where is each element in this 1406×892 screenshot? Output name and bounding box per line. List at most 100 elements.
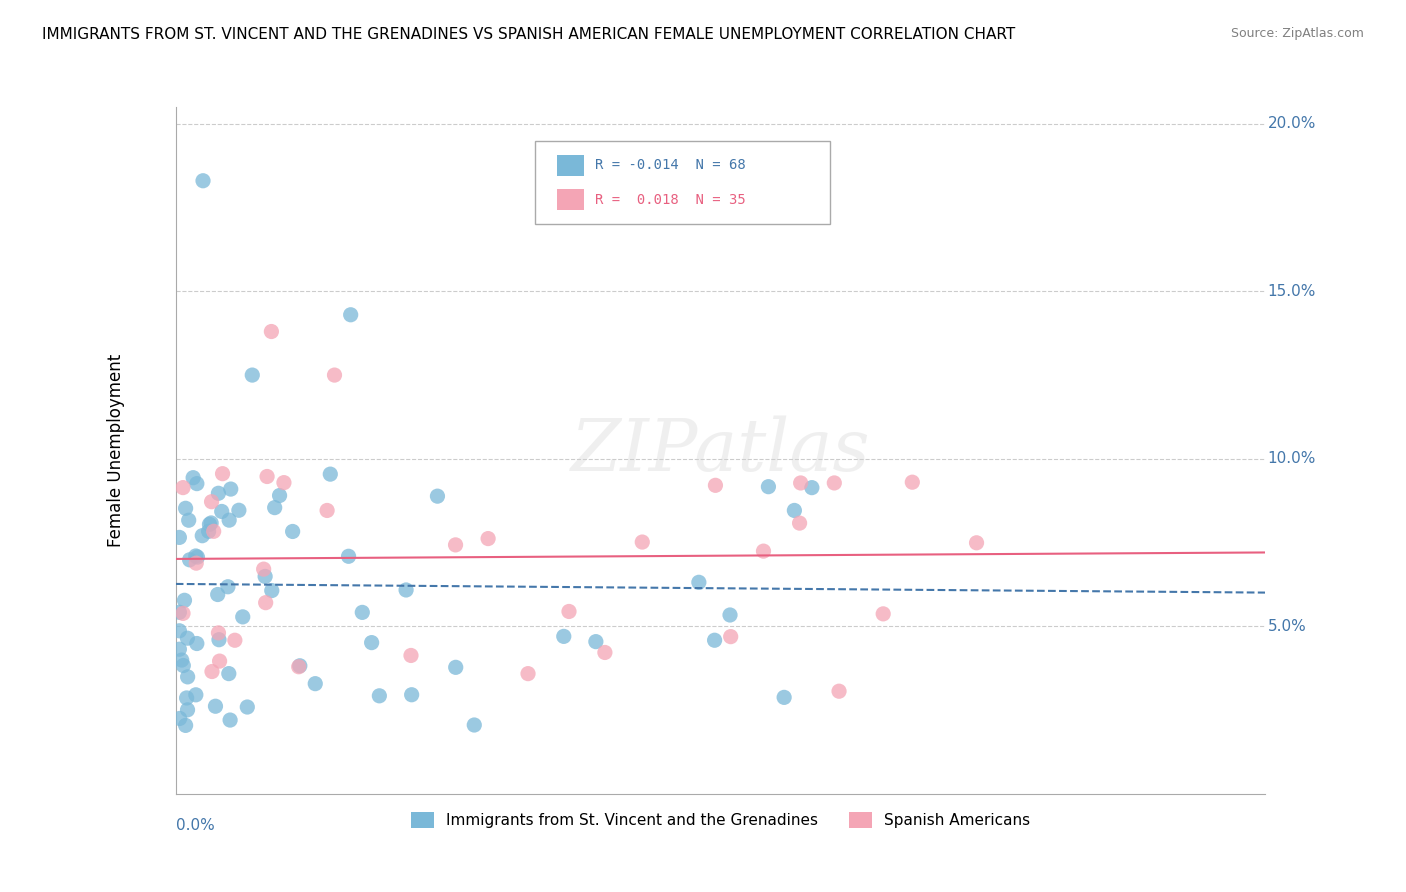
Point <box>191 174 214 188</box>
Point <box>232 610 254 624</box>
Point <box>217 580 239 594</box>
Point <box>273 475 295 490</box>
Point <box>200 494 222 508</box>
Point <box>186 476 208 491</box>
Point <box>202 524 225 539</box>
Point <box>352 606 374 620</box>
Point <box>304 676 326 690</box>
Point <box>181 471 204 485</box>
FancyBboxPatch shape <box>536 141 830 224</box>
Point <box>224 633 246 648</box>
Point <box>399 648 422 663</box>
Point <box>263 500 285 515</box>
Point <box>169 530 191 544</box>
Point <box>269 489 291 503</box>
Point <box>211 504 233 518</box>
Point <box>184 549 207 563</box>
Text: 0.0%: 0.0% <box>176 818 215 833</box>
Point <box>337 549 360 564</box>
Point <box>758 480 780 494</box>
Point <box>901 475 924 490</box>
Point <box>789 475 811 490</box>
Point <box>179 553 201 567</box>
Point <box>288 658 311 673</box>
Point <box>218 666 240 681</box>
Point <box>704 478 727 492</box>
Point <box>173 593 195 607</box>
Point <box>208 654 231 668</box>
Point <box>176 670 198 684</box>
Point <box>172 481 194 495</box>
Point <box>558 605 581 619</box>
Point <box>966 536 988 550</box>
Point <box>219 482 242 496</box>
Point <box>236 700 259 714</box>
Bar <box>557 189 585 211</box>
Point <box>207 587 229 601</box>
Point <box>463 718 485 732</box>
Point <box>720 630 742 644</box>
Text: 20.0%: 20.0% <box>1268 116 1316 131</box>
Point <box>174 718 197 732</box>
Text: Source: ZipAtlas.com: Source: ZipAtlas.com <box>1230 27 1364 40</box>
Point <box>287 659 309 673</box>
Point <box>186 550 208 565</box>
Point <box>828 684 851 698</box>
Point <box>176 703 198 717</box>
Text: 15.0%: 15.0% <box>1268 284 1316 299</box>
Point <box>172 658 194 673</box>
Point <box>228 503 250 517</box>
Point <box>256 469 278 483</box>
Point <box>254 596 277 610</box>
Point <box>204 699 226 714</box>
Point <box>444 660 467 674</box>
Point <box>260 583 283 598</box>
Point <box>253 562 276 576</box>
Point <box>339 308 361 322</box>
Text: ZIPatlas: ZIPatlas <box>571 415 870 486</box>
Point <box>401 688 423 702</box>
Point <box>207 486 229 500</box>
Point <box>631 535 654 549</box>
Text: 10.0%: 10.0% <box>1268 451 1316 467</box>
Point <box>553 629 575 643</box>
Point <box>240 368 263 382</box>
Point <box>368 689 391 703</box>
Point <box>169 642 191 657</box>
Point <box>211 467 233 481</box>
Point <box>316 503 339 517</box>
Point <box>319 467 342 482</box>
Point <box>197 524 219 539</box>
Bar <box>557 155 585 176</box>
Point <box>823 475 845 490</box>
Point <box>783 503 806 517</box>
Point <box>517 666 540 681</box>
Point <box>208 632 231 647</box>
Point <box>718 607 741 622</box>
Point <box>254 569 277 583</box>
Point <box>281 524 304 539</box>
Point <box>186 556 208 570</box>
Point <box>444 538 467 552</box>
Point <box>360 635 382 649</box>
Point <box>688 575 710 590</box>
Point <box>184 688 207 702</box>
Point <box>260 325 283 339</box>
Point <box>207 625 229 640</box>
Text: IMMIGRANTS FROM ST. VINCENT AND THE GRENADINES VS SPANISH AMERICAN FEMALE UNEMPL: IMMIGRANTS FROM ST. VINCENT AND THE GREN… <box>42 27 1015 42</box>
Point <box>800 481 823 495</box>
Point <box>200 516 222 530</box>
Point <box>395 582 418 597</box>
Point <box>872 607 894 621</box>
Point <box>174 501 197 516</box>
Point <box>593 645 616 659</box>
Point <box>789 516 811 530</box>
Point <box>426 489 449 503</box>
Point <box>752 544 775 558</box>
Text: 5.0%: 5.0% <box>1268 619 1306 634</box>
Point <box>169 711 191 725</box>
Point <box>219 713 242 727</box>
Point <box>169 624 191 638</box>
Point <box>170 653 193 667</box>
Point <box>585 634 607 648</box>
